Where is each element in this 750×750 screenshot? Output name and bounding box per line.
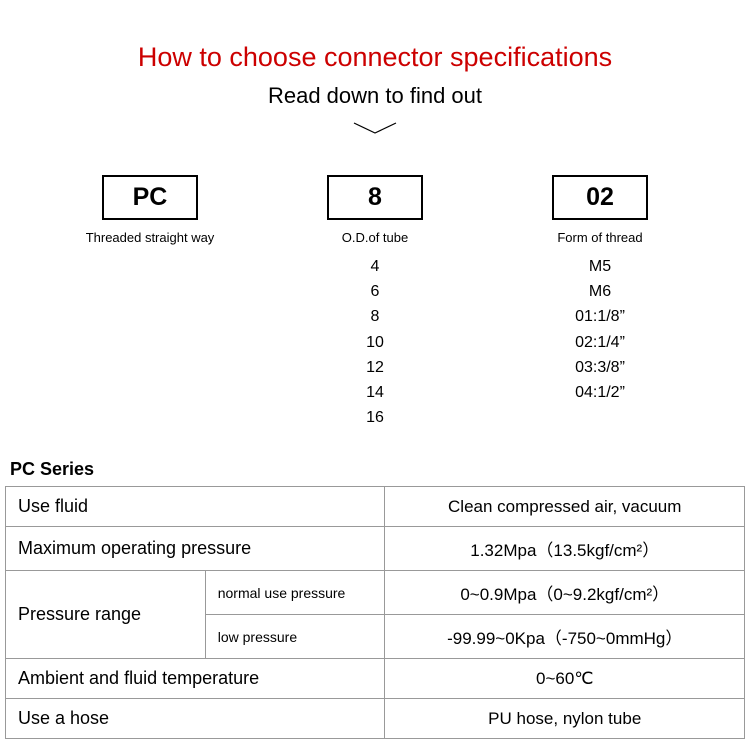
spec-box-thread: 02 — [552, 175, 648, 220]
cell-value: 0~60℃ — [385, 659, 745, 699]
table-row: Maximum operating pressure 1.32Mpa（13.5k… — [6, 527, 745, 571]
list-item: M5 — [589, 255, 611, 278]
cell-value: 0~0.9Mpa（0~9.2kgf/cm²） — [385, 571, 745, 615]
cell-value: PU hose, nylon tube — [385, 699, 745, 739]
table-row: Ambient and fluid temperature 0~60℃ — [6, 659, 745, 699]
list-item: 6 — [371, 280, 380, 303]
cell-label: Pressure range — [6, 571, 206, 659]
list-item: 4 — [371, 255, 380, 278]
cell-value: 1.32Mpa（13.5kgf/cm²） — [385, 527, 745, 571]
table-row: Use fluid Clean compressed air, vacuum — [6, 487, 745, 527]
spec-col-type: PC Threaded straight way — [80, 175, 220, 245]
cell-value: Clean compressed air, vacuum — [385, 487, 745, 527]
series-title: PC Series — [10, 459, 750, 480]
list-item: 03:3/8” — [575, 356, 625, 379]
spec-label-thread: Form of thread — [557, 230, 642, 245]
od-option-list: 4 6 8 10 12 14 16 — [366, 255, 384, 429]
spec-col-od: 8 O.D.of tube 4 6 8 10 12 14 16 — [305, 175, 445, 429]
list-item: M6 — [589, 280, 611, 303]
spec-label-od: O.D.of tube — [342, 230, 408, 245]
spec-label-type: Threaded straight way — [86, 230, 215, 245]
list-item: 12 — [366, 356, 384, 379]
cell-value: -99.99~0Kpa（-750~0mmHg） — [385, 615, 745, 659]
list-item: 16 — [366, 406, 384, 429]
list-item: 04:1/2” — [575, 381, 625, 404]
cell-label: Use fluid — [6, 487, 385, 527]
thread-option-list: M5 M6 01:1/8” 02:1/4” 03:3/8” 04:1/2” — [575, 255, 625, 404]
page-subtitle: Read down to find out — [0, 83, 750, 109]
chevron-down-icon — [352, 119, 398, 139]
list-item: 02:1/4” — [575, 331, 625, 354]
spec-table: Use fluid Clean compressed air, vacuum M… — [5, 486, 745, 739]
page-title: How to choose connector specifications — [0, 0, 750, 73]
list-item: 8 — [371, 305, 380, 328]
table-row: Pressure range normal use pressure 0~0.9… — [6, 571, 745, 615]
spec-box-od: 8 — [327, 175, 423, 220]
cell-sublabel: low pressure — [205, 615, 385, 659]
table-row: Use a hose PU hose, nylon tube — [6, 699, 745, 739]
list-item: 14 — [366, 381, 384, 404]
list-item: 10 — [366, 331, 384, 354]
cell-label: Use a hose — [6, 699, 385, 739]
list-item: 01:1/8” — [575, 305, 625, 328]
spec-box-type: PC — [102, 175, 198, 220]
cell-label: Ambient and fluid temperature — [6, 659, 385, 699]
cell-sublabel: normal use pressure — [205, 571, 385, 615]
spec-code-row: PC Threaded straight way 8 O.D.of tube 4… — [0, 175, 750, 429]
spec-col-thread: 02 Form of thread M5 M6 01:1/8” 02:1/4” … — [530, 175, 670, 404]
cell-label: Maximum operating pressure — [6, 527, 385, 571]
